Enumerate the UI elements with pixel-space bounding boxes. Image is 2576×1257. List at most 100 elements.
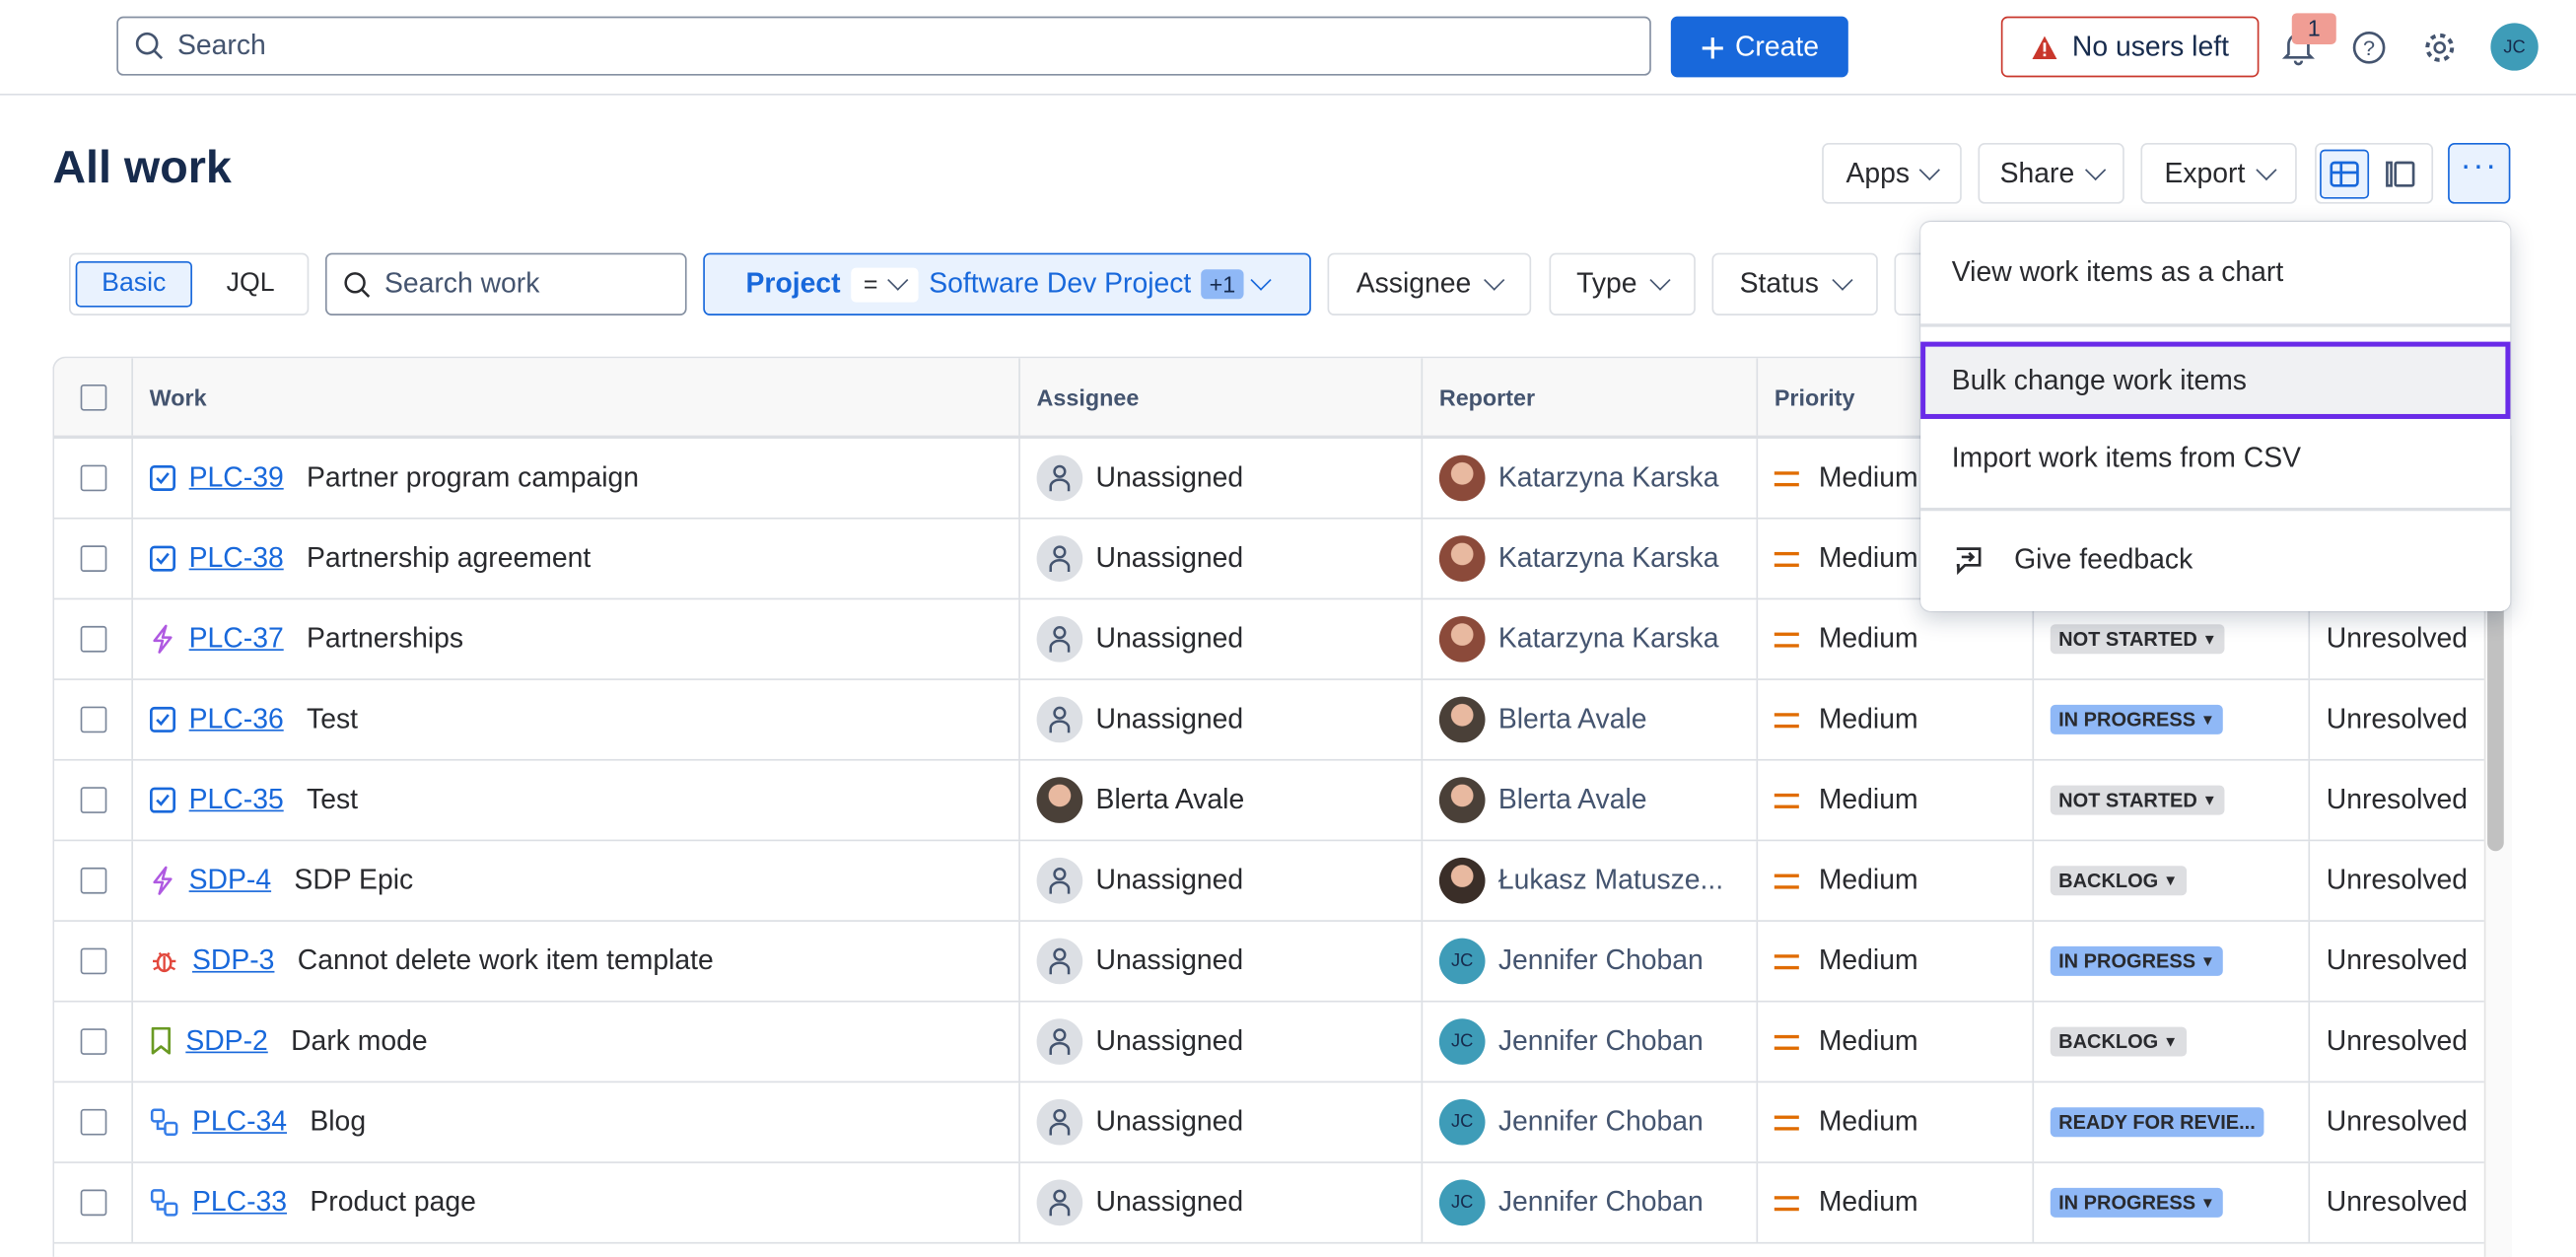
work-item-summary[interactable]: Test xyxy=(307,703,359,734)
work-item-summary[interactable]: Blog xyxy=(310,1105,367,1138)
priority-value[interactable]: Medium xyxy=(1818,541,1918,574)
assignee-name[interactable]: Unassigned xyxy=(1095,541,1244,574)
work-item-key-link[interactable]: PLC-38 xyxy=(188,541,284,574)
table-row[interactable]: PLC-34 Blog Unassigned JC Jennifer Choban Med… xyxy=(53,1082,2486,1163)
table-row[interactable]: PLC-33 Product page Unassigned JC Jennifer C… xyxy=(53,1162,2486,1244)
status-lozenge[interactable]: BACKLOG ▼ xyxy=(2050,1026,2187,1057)
priority-value[interactable]: Medium xyxy=(1818,1024,1918,1057)
work-item-summary[interactable]: Dark mode xyxy=(291,1024,428,1057)
status-lozenge[interactable]: BACKLOG ▼ xyxy=(2050,866,2187,896)
assignee-name[interactable]: Unassigned xyxy=(1095,864,1244,896)
column-header-assignee[interactable]: Assignee xyxy=(1020,358,1424,436)
assignee-name[interactable]: Unassigned xyxy=(1095,944,1244,976)
column-header-reporter[interactable]: Reporter xyxy=(1423,358,1759,436)
priority-value[interactable]: Medium xyxy=(1818,1186,1918,1218)
menu-item-view-as-chart[interactable]: View work items as a chart xyxy=(1951,255,2284,288)
row-checkbox[interactable] xyxy=(80,545,107,572)
jql-mode-button[interactable]: JQL xyxy=(226,269,275,298)
status-lozenge[interactable]: IN PROGRESS ▼ xyxy=(2050,704,2224,734)
status-lozenge[interactable]: IN PROGRESS ▼ xyxy=(2050,945,2224,976)
table-row[interactable]: SDP-2 Dark mode Unassigned JC Jennifer Choba… xyxy=(53,1002,2486,1083)
table-row[interactable]: PLC-39 Partner program campaign Unassigned… xyxy=(53,438,2486,520)
reporter-name[interactable]: Jennifer Choban xyxy=(1497,1186,1704,1218)
reporter-name[interactable]: Blerta Avale xyxy=(1497,703,1647,734)
column-header-work[interactable]: Work xyxy=(133,358,1020,436)
row-checkbox[interactable] xyxy=(80,625,107,653)
priority-value[interactable]: Medium xyxy=(1818,703,1918,734)
table-row[interactable]: SDP-3 Cannot delete work item template Una… xyxy=(53,921,2486,1003)
table-row[interactable]: PLC-37 Partnerships Unassigned Katarzyna Ka… xyxy=(53,599,2486,680)
work-item-key-link[interactable]: PLC-35 xyxy=(188,783,284,815)
assignee-name[interactable]: Unassigned xyxy=(1095,461,1244,493)
work-item-summary[interactable]: Product page xyxy=(310,1186,476,1218)
work-item-summary[interactable]: Partnerships xyxy=(307,622,464,655)
menu-item-give-feedback[interactable]: Give feedback xyxy=(1920,521,2510,599)
work-item-key-link[interactable]: SDP-2 xyxy=(185,1024,268,1057)
help-button[interactable]: ? xyxy=(2344,23,2394,72)
operator-select[interactable]: = xyxy=(850,266,920,302)
assignee-name[interactable]: Unassigned xyxy=(1095,1024,1244,1057)
no-users-left-button[interactable]: No users left xyxy=(2000,16,2260,78)
work-item-summary[interactable]: SDP Epic xyxy=(294,864,414,896)
row-checkbox[interactable] xyxy=(80,787,107,813)
settings-button[interactable] xyxy=(2415,23,2465,72)
detail-view-button[interactable] xyxy=(2376,149,2425,198)
reporter-name[interactable]: Łukasz Matusze... xyxy=(1497,864,1724,896)
row-checkbox[interactable] xyxy=(80,1189,107,1217)
assignee-name[interactable]: Unassigned xyxy=(1095,1105,1244,1138)
work-item-key-link[interactable]: PLC-36 xyxy=(188,703,284,734)
assignee-name[interactable]: Blerta Avale xyxy=(1095,783,1245,815)
search-work-input[interactable]: Search work xyxy=(324,252,687,315)
priority-value[interactable]: Medium xyxy=(1818,622,1918,655)
work-item-summary[interactable]: Partner program campaign xyxy=(307,461,640,493)
priority-value[interactable]: Medium xyxy=(1818,783,1918,815)
work-item-key-link[interactable]: PLC-39 xyxy=(188,461,284,493)
assignee-name[interactable]: Unassigned xyxy=(1095,703,1244,734)
project-filter[interactable]: Project = Software Dev Project +1 xyxy=(703,252,1311,315)
reporter-name[interactable]: Jennifer Choban xyxy=(1497,944,1704,976)
table-row[interactable]: PLC-35 Test Blerta Avale Blerta Avale Medium… xyxy=(53,760,2486,842)
export-button[interactable]: Export xyxy=(2140,142,2297,204)
row-checkbox[interactable] xyxy=(80,867,107,894)
priority-value[interactable]: Medium xyxy=(1818,1105,1918,1138)
reporter-name[interactable]: Blerta Avale xyxy=(1497,783,1647,815)
table-row[interactable]: PLC-36 Test Unassigned Blerta Avale Medium IN… xyxy=(53,679,2486,761)
table-row[interactable]: PLC-38 Partnership agreement Unassigned Kat… xyxy=(53,519,2486,600)
table-row[interactable]: SDP-4 SDP Epic Unassigned Łukasz Matusze...… xyxy=(53,841,2486,922)
priority-value[interactable]: Medium xyxy=(1818,864,1918,896)
more-actions-button[interactable]: ··· xyxy=(2448,142,2511,204)
type-filter[interactable]: Type xyxy=(1549,252,1696,315)
create-button[interactable]: + Create xyxy=(1670,16,1848,78)
menu-item-import-csv[interactable]: Import work items from CSV xyxy=(1951,441,2302,473)
status-lozenge[interactable]: NOT STARTED ▼ xyxy=(2050,624,2226,655)
status-lozenge[interactable]: READY FOR REVIE... xyxy=(2050,1107,2264,1138)
row-checkbox[interactable] xyxy=(80,1108,107,1136)
status-lozenge[interactable]: NOT STARTED ▼ xyxy=(2050,785,2226,815)
priority-value[interactable]: Medium xyxy=(1818,461,1918,493)
menu-item-bulk-change[interactable]: Bulk change work items xyxy=(1920,341,2511,419)
user-avatar[interactable]: JC xyxy=(2490,23,2539,71)
reporter-name[interactable]: Katarzyna Karska xyxy=(1497,622,1719,655)
row-checkbox[interactable] xyxy=(80,706,107,733)
basic-mode-button[interactable]: Basic xyxy=(75,260,192,308)
work-item-key-link[interactable]: PLC-37 xyxy=(188,622,284,655)
share-button[interactable]: Share xyxy=(1978,142,2124,204)
work-item-key-link[interactable]: SDP-3 xyxy=(191,944,275,976)
apps-button[interactable]: Apps xyxy=(1822,142,1962,204)
work-item-summary[interactable]: Test xyxy=(307,783,359,815)
row-checkbox[interactable] xyxy=(80,1028,107,1055)
assignee-filter[interactable]: Assignee xyxy=(1327,252,1532,315)
assignee-name[interactable]: Unassigned xyxy=(1095,1186,1244,1218)
work-item-summary[interactable]: Partnership agreement xyxy=(307,541,592,574)
row-checkbox[interactable] xyxy=(80,947,107,975)
reporter-name[interactable]: Jennifer Choban xyxy=(1497,1024,1704,1057)
select-all-checkbox[interactable] xyxy=(80,384,107,410)
assignee-name[interactable]: Unassigned xyxy=(1095,622,1244,655)
work-item-key-link[interactable]: SDP-4 xyxy=(188,864,272,896)
row-checkbox[interactable] xyxy=(80,464,107,492)
reporter-name[interactable]: Katarzyna Karska xyxy=(1497,461,1719,493)
work-item-key-link[interactable]: PLC-34 xyxy=(191,1105,288,1138)
priority-value[interactable]: Medium xyxy=(1818,944,1918,976)
status-lozenge[interactable]: IN PROGRESS ▼ xyxy=(2050,1187,2224,1218)
work-item-key-link[interactable]: PLC-33 xyxy=(191,1186,288,1218)
